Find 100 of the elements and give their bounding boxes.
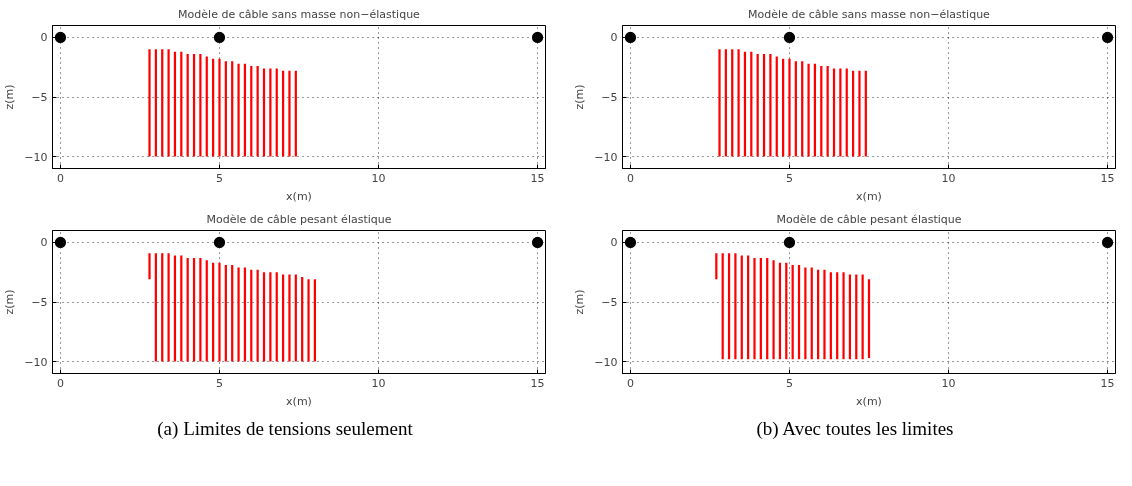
bar: [180, 255, 183, 362]
bar: [823, 269, 826, 360]
bar: [218, 58, 221, 157]
bar: [804, 267, 807, 360]
bar: [727, 253, 731, 360]
bar: [262, 68, 266, 157]
bar: [753, 257, 756, 360]
x-tick-label: 5: [215, 171, 223, 185]
bar: [750, 51, 753, 157]
bar: [294, 70, 297, 157]
bar: [801, 61, 804, 157]
bar: [192, 54, 196, 157]
y-tick-label: −5: [31, 91, 48, 104]
bar: [829, 272, 832, 360]
bar: [769, 54, 772, 157]
bar: [224, 265, 227, 362]
bar: [867, 279, 871, 359]
bar: [205, 260, 208, 362]
bar: [788, 58, 791, 157]
bar: [256, 66, 259, 157]
y-tick-label: −5: [31, 296, 48, 309]
bar: [281, 274, 285, 362]
bar: [807, 63, 810, 157]
bar: [243, 267, 247, 362]
bar: [173, 255, 177, 362]
bar: [218, 262, 221, 362]
x-axis-title: x(m): [286, 394, 312, 408]
bar: [154, 253, 157, 362]
bar: [250, 269, 253, 362]
bar: [262, 272, 266, 362]
x-axis-title: x(m): [856, 394, 882, 408]
bar: [269, 272, 272, 362]
bar: [836, 272, 839, 360]
text: (b) Avec toutes les limites: [755, 417, 955, 441]
bar: [813, 63, 817, 157]
bar: [721, 253, 724, 360]
bar: [737, 49, 740, 157]
bar: [205, 56, 208, 157]
x-tick-label: 15: [530, 376, 545, 390]
bar: [294, 274, 297, 362]
bar: [281, 70, 285, 157]
bar: [832, 68, 836, 157]
bar: [256, 269, 259, 362]
bar: [775, 56, 778, 157]
x-axis-title: x(m): [856, 189, 882, 203]
bar: [199, 257, 202, 362]
bar: [782, 58, 785, 157]
bar: [858, 70, 861, 157]
bar: [167, 49, 170, 157]
x-tick-label: 15: [530, 171, 545, 185]
x-tick-label: 10: [371, 171, 386, 185]
y-axis-title: z(m): [573, 84, 587, 110]
x-tick-label: 5: [785, 171, 793, 185]
bar: [794, 61, 797, 157]
bar: [851, 70, 855, 157]
bar: [724, 49, 727, 157]
bar: [199, 54, 202, 157]
bar: [772, 260, 775, 360]
bar: [275, 68, 278, 157]
x-tick-label: 5: [785, 376, 793, 390]
bar: [743, 51, 747, 157]
bar: [237, 267, 240, 362]
bar: [718, 49, 721, 157]
bar: [839, 68, 842, 157]
chart-title: Modèle de câble pesant élastique: [776, 212, 962, 226]
chart-title: Modèle de câble sans masse non−élastique: [748, 7, 991, 21]
bar: [734, 253, 737, 360]
text: (a) Limites de tensions seulement: [156, 417, 414, 441]
x-tick-label: 5: [215, 376, 223, 390]
bar: [307, 279, 310, 362]
x-tick-label: 0: [626, 171, 634, 185]
bar: [275, 272, 278, 362]
bar: [161, 253, 164, 362]
bar: [731, 49, 734, 157]
bar: [148, 253, 151, 280]
bar: [288, 274, 291, 362]
bar: [288, 70, 291, 157]
x-tick-label: 10: [371, 376, 386, 390]
y-tick-label: 0: [610, 31, 618, 45]
bar: [192, 257, 196, 362]
y-axis-title: z(m): [3, 289, 17, 315]
bar: [186, 54, 189, 157]
x-axis-title: x(m): [286, 189, 312, 203]
y-tick-label: −10: [594, 150, 618, 164]
bar: [301, 276, 304, 362]
x-tick-label: 15: [1100, 171, 1115, 185]
bar: [269, 68, 272, 157]
bar: [243, 63, 247, 157]
y-tick-label: −10: [24, 150, 48, 164]
bar: [224, 61, 227, 157]
bar: [810, 267, 813, 360]
y-axis-title: z(m): [573, 289, 587, 315]
y-tick-label: −5: [601, 296, 618, 309]
bar: [842, 272, 845, 360]
bar: [237, 63, 240, 157]
y-tick-label: −10: [24, 355, 48, 369]
bar: [826, 66, 829, 157]
bar: [762, 54, 766, 157]
bar: [231, 61, 234, 157]
bar: [797, 265, 801, 360]
